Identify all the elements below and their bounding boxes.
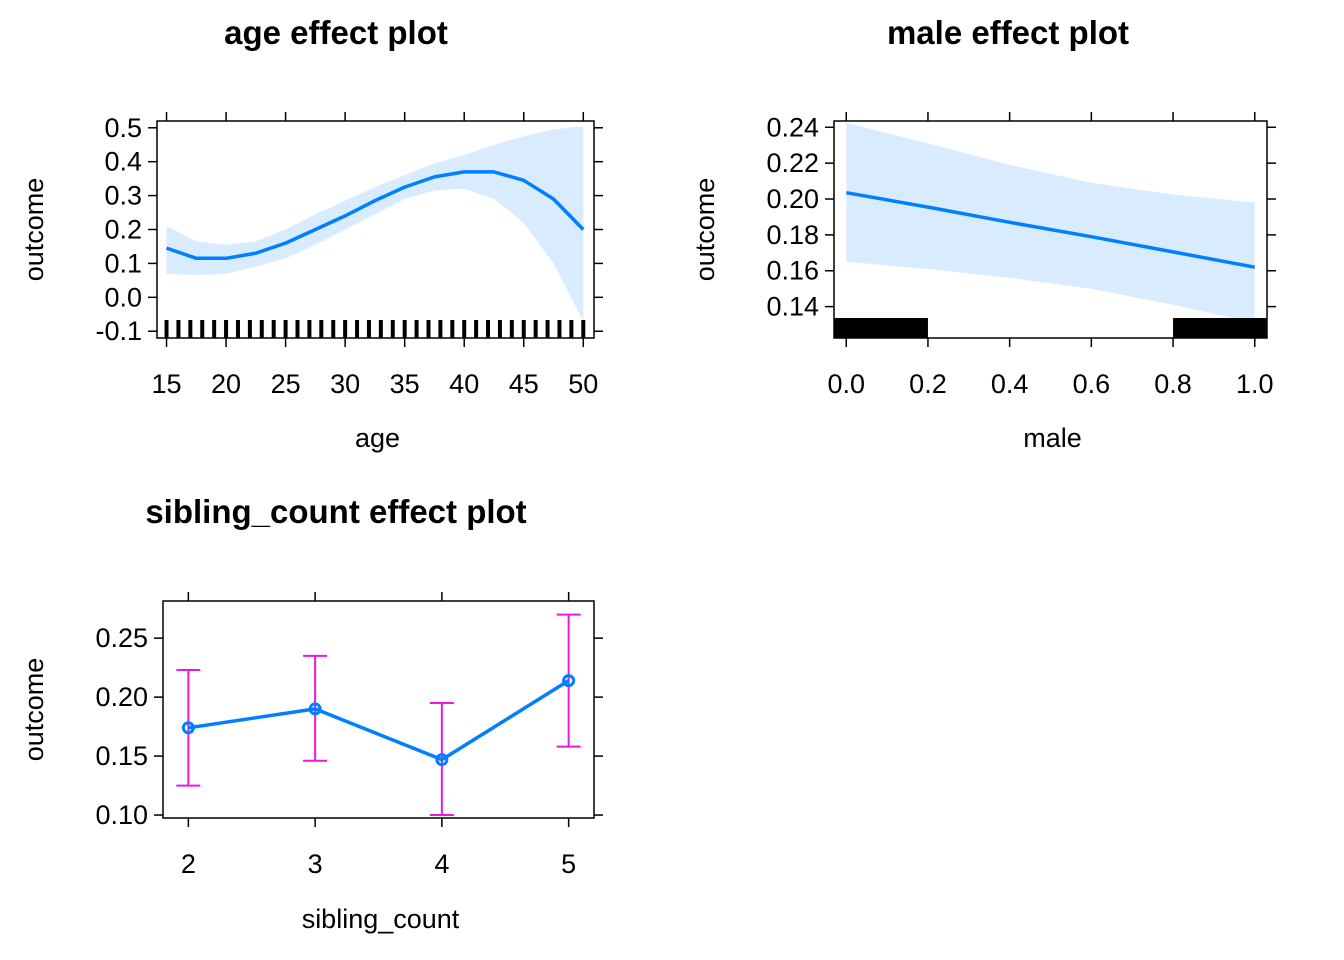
x-tick-label: 15 bbox=[152, 369, 182, 399]
y-tick-label: 0.22 bbox=[766, 148, 819, 178]
y-tick-label: 0.20 bbox=[766, 184, 819, 214]
x-tick-label: 30 bbox=[330, 369, 360, 399]
data-layer bbox=[834, 122, 1267, 338]
y-axis-label: outcome bbox=[19, 658, 49, 762]
confidence-band bbox=[846, 122, 1255, 323]
x-axis-label: sibling_count bbox=[302, 904, 460, 934]
y-tick-label: 0.4 bbox=[104, 147, 142, 177]
x-tick-label: 0.6 bbox=[1073, 369, 1111, 399]
y-tick-label: 0.16 bbox=[766, 256, 819, 286]
x-tick-label: 45 bbox=[509, 369, 539, 399]
confidence-band bbox=[166, 126, 584, 321]
fit-line bbox=[845, 190, 1256, 269]
x-tick-label: 5 bbox=[561, 849, 576, 879]
y-axis-label: outcome bbox=[690, 178, 720, 282]
panel-title: age effect plot bbox=[224, 14, 448, 51]
panel-2: sibling_count effect plot 2 3 4 5 0.10 0.15 0.2… bbox=[19, 493, 603, 934]
y-tick-label: 0.5 bbox=[104, 113, 142, 143]
data-layer bbox=[176, 613, 581, 817]
y-tick-label: 0.0 bbox=[104, 282, 142, 312]
x-tick-label: 1.0 bbox=[1236, 369, 1274, 399]
panel-1: male effect plot 0.0 0.2 0.4 0.6 0.8 1.0 0.14 0.… bbox=[690, 14, 1276, 453]
x-tick-label: 2 bbox=[181, 849, 196, 879]
x-tick-label: 50 bbox=[568, 369, 598, 399]
rug-block bbox=[834, 318, 928, 338]
y-tick-label: 0.3 bbox=[104, 181, 142, 211]
x-tick-label: 40 bbox=[449, 369, 479, 399]
data-point bbox=[562, 674, 576, 688]
y-tick-label: 0.1 bbox=[104, 248, 142, 278]
fit-line bbox=[188, 679, 570, 762]
rug-block bbox=[1173, 318, 1267, 338]
y-tick-label: 0.15 bbox=[95, 741, 148, 771]
plot-frame bbox=[162, 600, 595, 819]
data-point bbox=[181, 721, 195, 735]
x-axis-label: male bbox=[1023, 423, 1082, 453]
x-tick-label: 3 bbox=[308, 849, 323, 879]
panel-title: sibling_count effect plot bbox=[145, 493, 526, 530]
plot-frame bbox=[833, 120, 1268, 339]
data-point bbox=[308, 702, 322, 716]
y-tick-label: 0.18 bbox=[766, 220, 819, 250]
x-tick-label: 4 bbox=[434, 849, 449, 879]
panel-0: age effect plot 15 20 25 30 35 40 45 50 -0.1 0.0 0.… bbox=[19, 14, 603, 453]
y-axis-label: outcome bbox=[19, 178, 49, 282]
y-tick-label: 0.2 bbox=[104, 215, 142, 245]
fit-line bbox=[165, 170, 585, 261]
x-tick-label: 35 bbox=[390, 369, 420, 399]
x-tick-label: 0.0 bbox=[827, 369, 865, 399]
panel-title: male effect plot bbox=[887, 14, 1129, 51]
y-tick-label: 0.24 bbox=[766, 112, 819, 142]
y-tick-label: 0.20 bbox=[95, 682, 148, 712]
y-tick-label: -0.1 bbox=[95, 316, 142, 346]
y-tick-label: 0.10 bbox=[95, 800, 148, 830]
x-tick-label: 20 bbox=[211, 369, 241, 399]
data-layer bbox=[164, 126, 586, 338]
y-tick-label: 0.25 bbox=[95, 623, 148, 653]
x-tick-label: 0.8 bbox=[1154, 369, 1192, 399]
x-tick-label: 25 bbox=[271, 369, 301, 399]
data-point bbox=[435, 753, 449, 767]
x-tick-label: 0.2 bbox=[909, 369, 947, 399]
x-tick-label: 0.4 bbox=[991, 369, 1029, 399]
x-axis-label: age bbox=[355, 423, 400, 453]
y-tick-label: 0.14 bbox=[766, 292, 819, 322]
